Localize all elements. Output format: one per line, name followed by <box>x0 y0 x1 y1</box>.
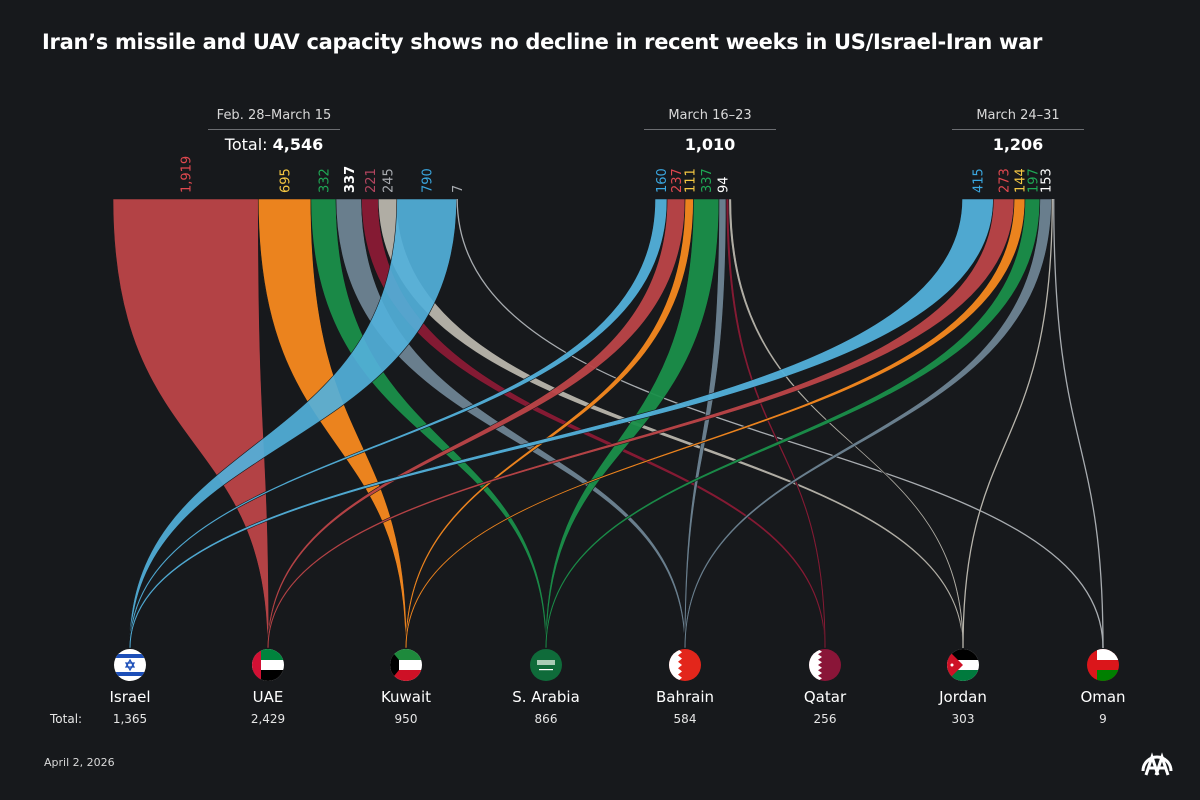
flag-oman-icon <box>1087 649 1119 681</box>
period-header-2: March 16–23 1,010 <box>644 108 776 154</box>
value-label-p1-uae: 1,919 <box>180 156 195 193</box>
flag-kuwait-icon <box>390 649 422 681</box>
value-label-p1-s-arabia: 332 <box>317 168 332 193</box>
country-name: Kuwait <box>380 688 432 706</box>
value-label-p1-kuwait: 695 <box>279 168 294 193</box>
period-total-value: 1,206 <box>992 135 1044 154</box>
value-label-p3-s-arabia: 197 <box>1026 168 1041 193</box>
country-total: 256 <box>813 712 837 726</box>
flag-jordan-icon <box>947 649 979 681</box>
flow-p2-qatar <box>725 198 827 649</box>
flow-p3-s-arabia <box>544 198 1041 649</box>
country-name: Jordan <box>939 688 987 706</box>
country-oman: Oman 9 <box>1043 684 1163 726</box>
flow-p2-jordan <box>728 198 965 649</box>
flow-p1-uae <box>112 198 270 649</box>
period-label: March 16–23 <box>644 108 776 130</box>
country-name: Israel <box>109 688 151 706</box>
value-label-p2-s-arabia: 337 <box>700 168 715 193</box>
country-israel: Israel 1,365 <box>70 684 190 726</box>
flow-p3-kuwait <box>404 198 1026 649</box>
period-total: 1,010 <box>644 135 776 154</box>
aa-logo-icon <box>1141 752 1173 776</box>
flag-uae-icon <box>252 649 284 681</box>
flag-s-arabia-icon <box>530 649 562 681</box>
chart-title: Iran’s missile and UAV capacity shows no… <box>42 30 1043 54</box>
value-label-p3-kuwait: 144 <box>1014 168 1029 193</box>
value-label-p2-uae: 237 <box>670 168 685 193</box>
flow-p3-bahrain <box>683 198 1052 649</box>
value-label-p3-bahrain: 153 <box>1040 168 1055 193</box>
country-total: 584 <box>673 712 697 726</box>
country-name: UAE <box>252 688 284 706</box>
country-bahrain: Bahrain 584 <box>625 684 745 726</box>
period-total-value: 1,010 <box>684 135 736 154</box>
total-row-label: Total: <box>50 712 83 726</box>
value-label-p1-jordan: 245 <box>382 168 397 193</box>
country-uae: UAE 2,429 <box>208 684 328 726</box>
period-header-3: March 24–31 1,206 <box>952 108 1084 154</box>
country-name: Oman <box>1080 688 1126 706</box>
value-label-p1-qatar: 221 <box>364 168 379 193</box>
country-name: Qatar <box>803 688 847 706</box>
country-total: 2,429 <box>250 712 286 726</box>
period-total: Total: 4,546 <box>208 135 340 154</box>
period-label: Feb. 28–March 15 <box>208 108 340 130</box>
flow-p3-uae <box>266 198 1015 649</box>
period-header-1: Feb. 28–March 15 Total: 4,546 <box>208 108 340 154</box>
flag-israel-icon <box>114 649 146 681</box>
value-label-p2-bahrain: 94 <box>717 176 732 193</box>
value-label-p3-uae: 273 <box>998 168 1013 193</box>
flow-p3-israel <box>128 198 994 649</box>
flag-qatar-icon <box>809 649 841 681</box>
date-label: April 2, 2026 <box>44 756 115 769</box>
country-total: 9 <box>1099 712 1107 726</box>
period-total-value: 4,546 <box>272 135 324 154</box>
country-kuwait: Kuwait 950 <box>346 684 466 726</box>
country-total: 950 <box>394 712 418 726</box>
value-label-p3-israel: 415 <box>972 168 987 193</box>
flow-p3-jordan <box>962 198 1053 649</box>
country-name: Bahrain <box>655 688 715 706</box>
period-total: 1,206 <box>952 135 1084 154</box>
country-total: 303 <box>951 712 975 726</box>
country-total: 866 <box>534 712 558 726</box>
value-label-p1-oman: 7 <box>451 185 466 193</box>
period-total-prefix: Total: <box>224 135 273 154</box>
country-qatar: Qatar 256 <box>765 684 885 726</box>
flow-p1-oman <box>456 198 1104 649</box>
value-label-p2-israel: 160 <box>655 168 670 193</box>
country-s-arabia: S. Arabia 866 <box>486 684 606 726</box>
country-jordan: Jordan 303 <box>903 684 1023 726</box>
value-label-p2-kuwait: 111 <box>683 168 698 193</box>
value-label-p1-bahrain: 337 <box>343 166 358 193</box>
value-label-p1-israel: 790 <box>421 168 436 193</box>
country-name: S. Arabia <box>512 688 580 706</box>
flow-p3-oman <box>1053 198 1104 649</box>
country-total: 1,365 <box>112 712 148 726</box>
flag-bahrain-icon <box>669 649 701 681</box>
period-label: March 24–31 <box>952 108 1084 130</box>
